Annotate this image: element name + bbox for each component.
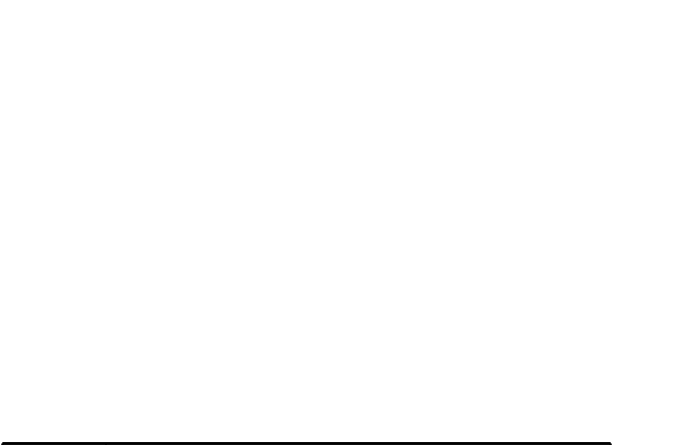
Bar [2, 443, 610, 445]
